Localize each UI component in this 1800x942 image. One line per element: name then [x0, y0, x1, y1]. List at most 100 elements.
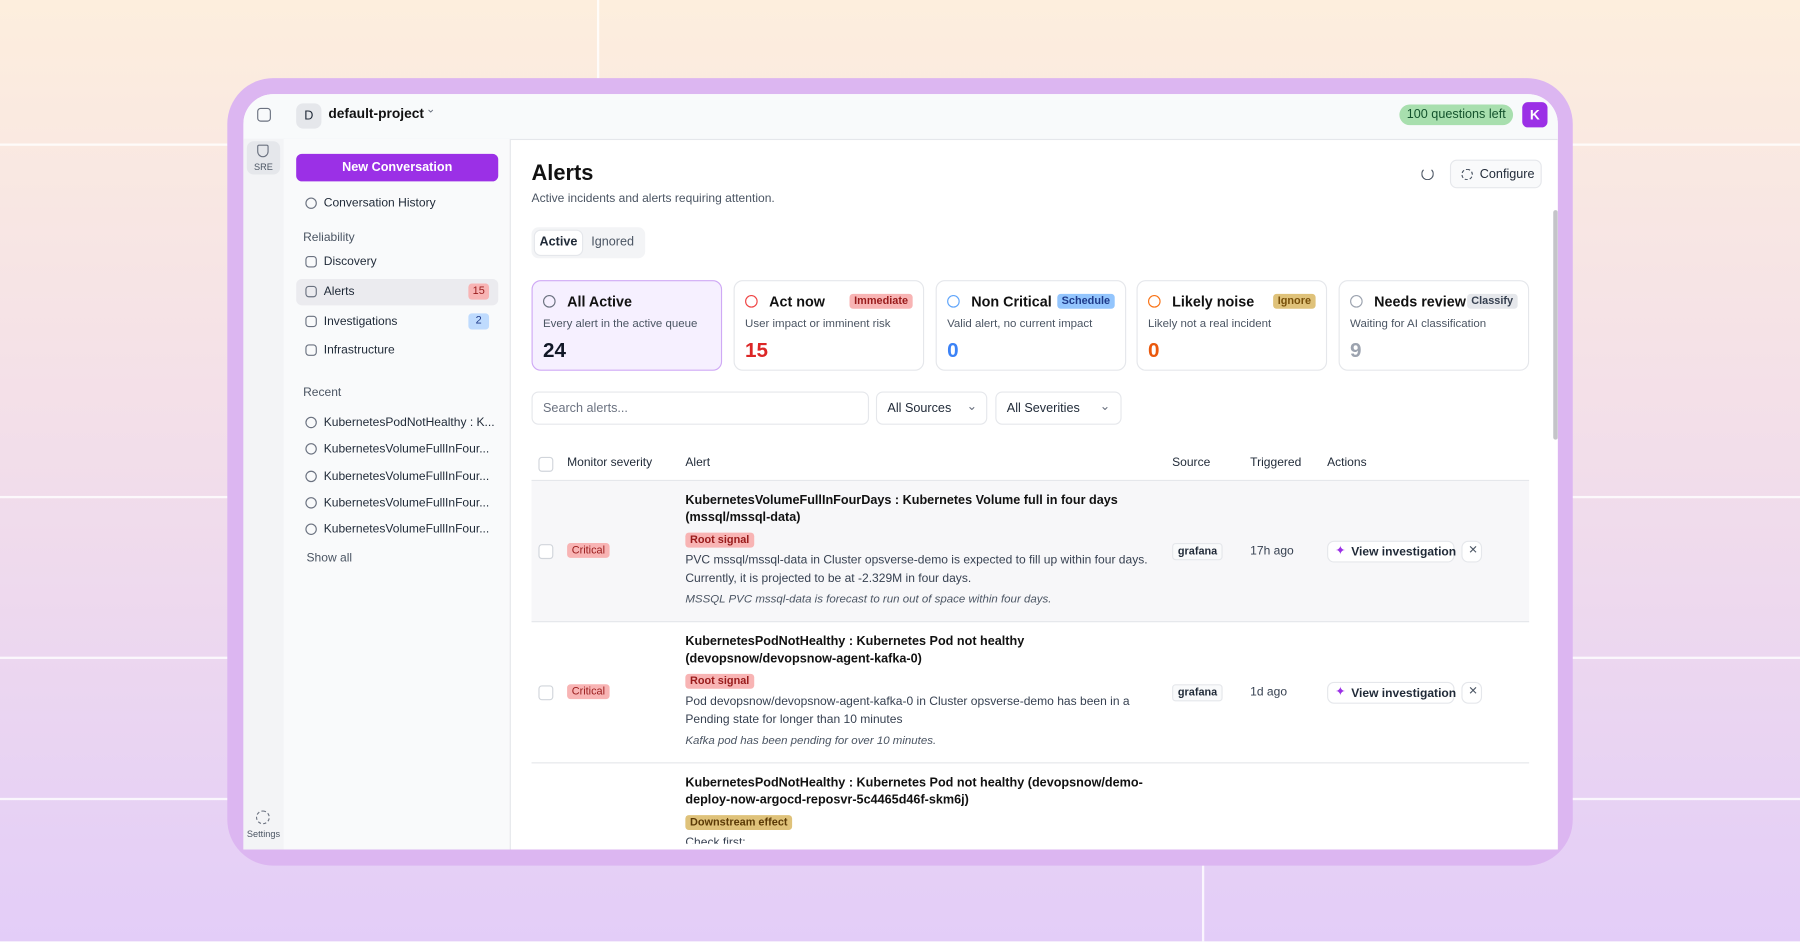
- source-filter[interactable]: All Sources ⌄: [875, 391, 988, 425]
- alert-title[interactable]: KubernetesPodNotHealthy : Kubernetes Pod…: [685, 776, 1143, 808]
- show-all-link[interactable]: Show all: [306, 551, 353, 565]
- alert-row: KubernetesVolumeFullInFourDays : Kuberne…: [531, 481, 1530, 623]
- alert-cell: KubernetesPodNotHealthy : Kubernetes Pod…: [685, 775, 1161, 844]
- scrollbar[interactable]: [1553, 210, 1558, 440]
- nav-item[interactable]: Investigations 2: [296, 309, 498, 335]
- summary-card[interactable]: Non Critical Schedule Valid alert, no curr…: [935, 280, 1127, 371]
- section-title: Reliability: [303, 230, 355, 245]
- summary-card[interactable]: All Active Every alert in the active queu…: [531, 280, 723, 371]
- recent-item[interactable]: KubernetesPodNotHealthy : K...: [323, 415, 495, 430]
- rail: SRE Settings: [243, 138, 285, 850]
- recent-icon: [305, 416, 317, 429]
- recent-item[interactable]: KubernetesVolumeFullInFour...: [323, 522, 490, 537]
- select-all[interactable]: [538, 456, 554, 472]
- tab[interactable]: Active: [533, 229, 584, 257]
- severity-badge: Critical: [567, 684, 610, 700]
- new-conversation-button[interactable]: New Conversation: [296, 153, 499, 182]
- app: D default-project ⌄ 100 questions left K…: [243, 94, 1558, 850]
- row-checkbox[interactable]: [538, 544, 554, 560]
- recent-item[interactable]: KubernetesVolumeFullInFour...: [323, 442, 490, 457]
- filter-label: All Sources: [887, 401, 952, 416]
- summary-card[interactable]: Act now Immediate User impact or imminent …: [733, 280, 925, 371]
- card-icon: [745, 295, 758, 308]
- card-description: Likely not a real incident: [1148, 317, 1272, 331]
- sidebar-toggle[interactable]: [257, 107, 271, 122]
- rail-label: SRE: [254, 161, 273, 173]
- alert-row: KubernetesPodNotHealthy : Kubernetes Pod…: [532, 763, 1530, 844]
- card-description: Valid alert, no current impact: [947, 317, 1093, 331]
- nav-item[interactable]: Discovery: [296, 249, 498, 275]
- nav-label: Discovery: [323, 254, 377, 269]
- search-input[interactable]: Search alerts...: [531, 391, 870, 425]
- nav-item[interactable]: Alerts 15: [296, 278, 499, 306]
- grid-line: [1201, 865, 1205, 942]
- view-investigation-button[interactable]: ✦ View investigation: [1327, 681, 1457, 704]
- alert-title[interactable]: KubernetesPodNotHealthy : Kubernetes Pod…: [685, 634, 1025, 666]
- card-title: Needs review: [1374, 293, 1466, 310]
- row-checkbox[interactable]: [538, 685, 554, 701]
- card-description: User impact or imminent risk: [745, 317, 891, 331]
- check-label: Check first:: [685, 835, 746, 844]
- card-title: Non Critical: [971, 293, 1052, 310]
- recent-icon: [305, 523, 317, 536]
- card-count: 0: [1148, 338, 1160, 362]
- configure-label: Configure: [1479, 167, 1535, 182]
- grid-line: [596, 0, 600, 144]
- card-count: 24: [543, 338, 566, 362]
- column-header: Source: [1172, 455, 1211, 470]
- nav-icon: [305, 285, 317, 298]
- card-title: All Active: [567, 293, 632, 310]
- alert-tag: Downstream effect: [685, 815, 793, 831]
- summary-card[interactable]: Needs review Classify Waiting for AI class…: [1338, 280, 1530, 371]
- project-name[interactable]: default-project: [328, 105, 425, 122]
- view-investigation-button[interactable]: ✦ View investigation: [1327, 540, 1456, 563]
- close-icon: ✕: [1468, 544, 1478, 557]
- nav-icon: [305, 315, 317, 328]
- recent-item[interactable]: KubernetesVolumeFullInFour...: [323, 495, 490, 510]
- shield-icon: [257, 144, 269, 158]
- card-count: 15: [745, 338, 769, 362]
- refresh-button[interactable]: [1421, 167, 1434, 181]
- filter-label: All Severities: [1006, 401, 1080, 416]
- rail-label[interactable]: Settings: [246, 828, 281, 840]
- alert-description: Pod devopsnow/devopsnow-agent-kafka-0 in…: [685, 694, 1130, 727]
- project-initial: D: [296, 103, 322, 129]
- dismiss-button[interactable]: ✕: [1461, 540, 1483, 563]
- card-icon: [543, 295, 556, 308]
- chevron: ⌄: [1099, 399, 1111, 414]
- section-title: Recent: [303, 385, 342, 400]
- column-header: Monitor severity: [567, 455, 653, 470]
- card-description: Every alert in the active queue: [543, 317, 698, 331]
- dismiss-button[interactable]: ✕: [1461, 681, 1483, 704]
- page-subtitle: Active incidents and alerts requiring at…: [531, 191, 775, 206]
- nav-item[interactable]: Infrastructure: [296, 338, 498, 364]
- tab[interactable]: Ignored: [591, 235, 635, 250]
- rail-item[interactable]: SRE: [246, 141, 281, 175]
- alert-note: MSSQL PVC mssql-data is forecast to run …: [685, 593, 1052, 607]
- nav-icon: [305, 344, 317, 356]
- card-description: Waiting for AI classification: [1350, 317, 1487, 331]
- severity-filter[interactable]: All Severities ⌄: [995, 391, 1122, 425]
- history-icon: [305, 197, 317, 209]
- check-first: Check first:KubernetesVolumeFullInFourDa…: [685, 833, 1161, 844]
- close-icon: ✕: [1468, 685, 1478, 698]
- nav-label: Investigations: [323, 314, 398, 329]
- questions-left: 100 questions left: [1399, 104, 1514, 126]
- card-title: Act now: [769, 293, 825, 310]
- main: Alerts Active incidents and alerts requi…: [510, 139, 1558, 844]
- card-tag: Classify: [1466, 293, 1518, 309]
- recent-item[interactable]: KubernetesVolumeFullInFour...: [323, 469, 490, 483]
- settings-icon[interactable]: [256, 810, 270, 825]
- alert-note: Kafka pod has been pending for over 10 m…: [685, 734, 937, 748]
- column-header: Triggered: [1250, 455, 1302, 470]
- nav-icon: [305, 256, 317, 268]
- alert-title[interactable]: KubernetesVolumeFullInFourDays : Kuberne…: [685, 493, 1118, 525]
- summary-card[interactable]: Likely noise Ignore Likely not a real inci…: [1136, 280, 1328, 371]
- alert-tag: Root signal: [685, 673, 754, 689]
- configure-button[interactable]: Configure: [1449, 159, 1542, 189]
- recent-icon: [305, 443, 317, 455]
- avatar[interactable]: K: [1522, 102, 1548, 128]
- button-label: View investigation: [1351, 686, 1457, 701]
- history-link[interactable]: Conversation History: [323, 196, 436, 211]
